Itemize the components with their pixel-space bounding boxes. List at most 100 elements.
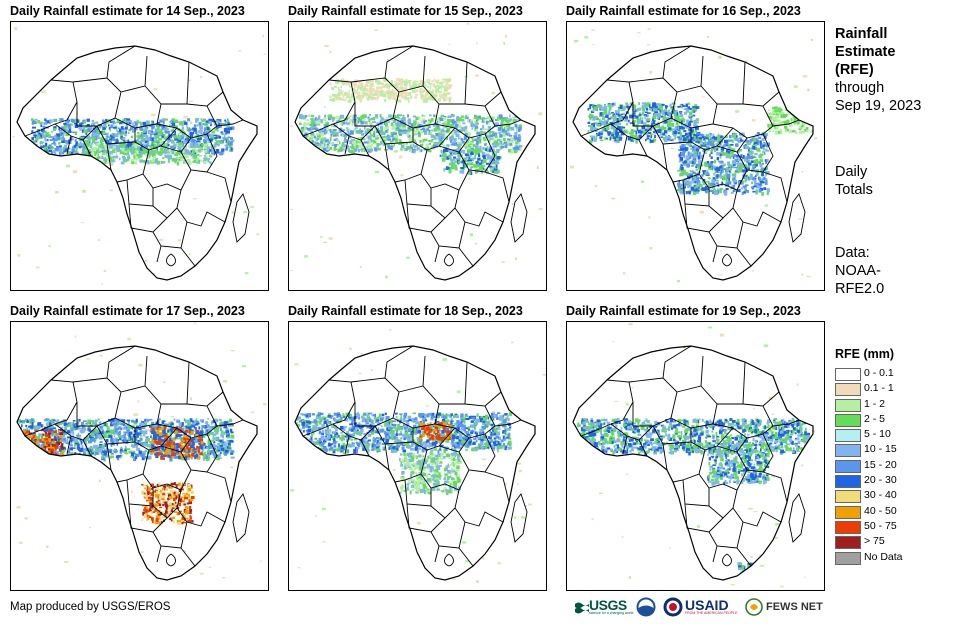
- rain-cell: [392, 93, 396, 96]
- rain-cell: [687, 106, 690, 110]
- rain-cell: [340, 121, 342, 125]
- rain-cell: [689, 181, 692, 185]
- rain-cell: [608, 109, 611, 114]
- rain-cell: [476, 170, 479, 174]
- rain-cell: [692, 170, 694, 173]
- country-border: [484, 91, 502, 107]
- rain-cell: [717, 144, 721, 147]
- rain-cell: [725, 149, 729, 153]
- rain-cell: [303, 128, 308, 131]
- rain-cell: [705, 181, 710, 183]
- country-border: [622, 135, 628, 155]
- rain-cell: [360, 130, 364, 133]
- rain-cell: [479, 150, 483, 153]
- rain-cell: [203, 128, 206, 133]
- rain-cell: [492, 167, 496, 169]
- rain-cell: [84, 129, 89, 134]
- rain-cell: [683, 137, 687, 142]
- rain-cell: [649, 246, 653, 250]
- rain-cell: [206, 127, 210, 131]
- rain-cell: [696, 147, 700, 152]
- rain-cell: [309, 120, 313, 123]
- rain-cell: [492, 137, 495, 141]
- rain-cell: [392, 137, 395, 141]
- rain-cell: [642, 105, 646, 109]
- rain-cell: [439, 93, 443, 98]
- country-border: [232, 193, 250, 243]
- rain-cell: [711, 144, 715, 147]
- rain-cell: [173, 144, 177, 148]
- rain-cell: [320, 141, 323, 144]
- rain-cell: [496, 138, 501, 141]
- rain-cell: [194, 457, 197, 460]
- rain-cell: [719, 142, 722, 146]
- rain-cell: [443, 120, 448, 124]
- rain-cell: [696, 184, 700, 188]
- rain-cell: [734, 181, 737, 185]
- rain-cell: [662, 113, 665, 116]
- rain-cell: [434, 123, 436, 127]
- rain-cell: [422, 138, 425, 142]
- rain-cell: [75, 143, 78, 147]
- rain-cell: [677, 280, 680, 283]
- rain-cell: [219, 124, 222, 128]
- rain-cell: [610, 125, 615, 130]
- country-border: [144, 55, 148, 87]
- rain-cell: [726, 173, 731, 178]
- rain-cell: [409, 119, 411, 122]
- rain-cell: [454, 166, 458, 170]
- rain-cell: [126, 118, 131, 121]
- rain-cell: [349, 120, 351, 124]
- rain-cell: [661, 103, 665, 106]
- rain-cell: [612, 113, 615, 117]
- rain-cell: [627, 119, 630, 123]
- rain-cell: [427, 121, 430, 124]
- rain-cell: [372, 121, 376, 124]
- rain-cell: [471, 162, 474, 166]
- rain-cell: [660, 115, 664, 118]
- rain-cell: [64, 144, 67, 149]
- rain-cell: [619, 122, 622, 125]
- rain-cell: [407, 120, 410, 124]
- rain-cell: [88, 141, 91, 143]
- rain-cell: [315, 148, 318, 151]
- rain-cell: [699, 145, 703, 148]
- rain-cell: [645, 118, 648, 121]
- rain-cell: [108, 124, 110, 127]
- rain-cell: [617, 110, 620, 114]
- rain-cell: [136, 119, 139, 122]
- rain-cell: [467, 132, 471, 137]
- rain-cell: [618, 117, 623, 120]
- rain-cell: [636, 127, 639, 131]
- rain-cell: [762, 147, 766, 151]
- rain-cell: [336, 139, 340, 143]
- rain-cell: [489, 119, 492, 123]
- rain-cell: [209, 149, 212, 152]
- rain-cell: [620, 109, 625, 112]
- rain-cell: [421, 93, 424, 97]
- rain-cell: [160, 151, 163, 155]
- rain-cell: [677, 136, 681, 139]
- rain-cell: [87, 136, 89, 139]
- rain-cell: [119, 132, 123, 136]
- country-border: [788, 193, 806, 243]
- rain-cell: [156, 124, 159, 129]
- rain-cell: [460, 126, 463, 129]
- rain-cell: [122, 152, 125, 155]
- rain-cell: [799, 130, 803, 134]
- rain-cell: [423, 89, 426, 93]
- rain-cell: [755, 162, 758, 167]
- rain-cell: [599, 106, 603, 109]
- rain-cell: [468, 155, 470, 160]
- rain-cell: [438, 131, 442, 135]
- rain-cell: [106, 146, 111, 150]
- rain-cell: [341, 143, 345, 148]
- rain-cell: [599, 132, 602, 136]
- rain-cell: [469, 151, 474, 155]
- rain-cell: [73, 122, 77, 125]
- rain-cell: [310, 145, 313, 148]
- rain-cell: [306, 143, 309, 146]
- rain-cell: [496, 156, 501, 160]
- rain-cell: [486, 132, 490, 137]
- rain-cell: [41, 141, 45, 143]
